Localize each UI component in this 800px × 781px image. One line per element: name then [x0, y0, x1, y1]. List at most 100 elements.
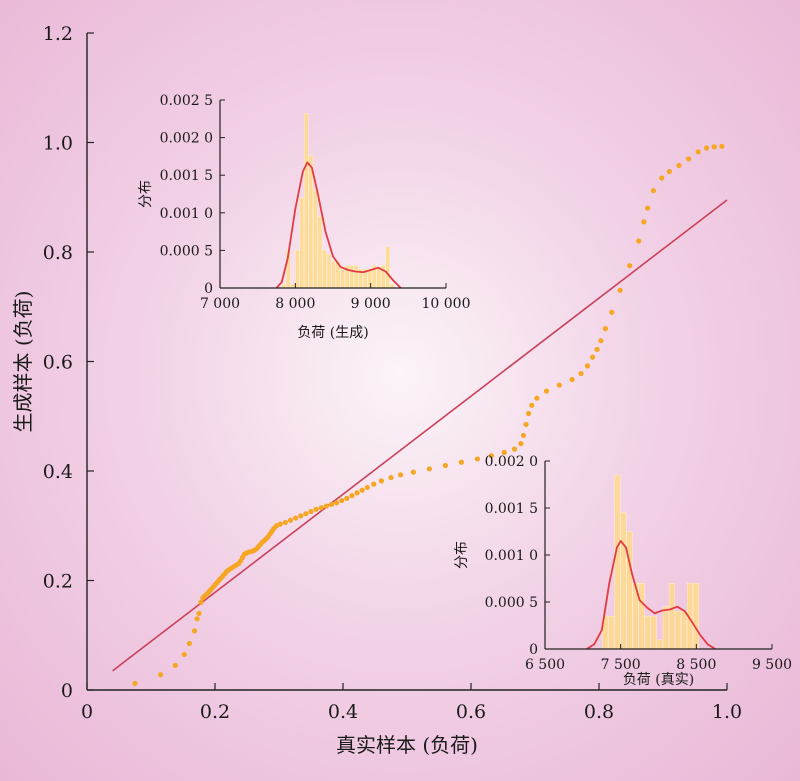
data-point [298, 513, 304, 519]
data-point [308, 508, 314, 515]
x-tick-label: 0.2 [200, 701, 230, 723]
data-point [388, 474, 394, 481]
data-point [378, 478, 384, 484]
x-tick-label: 0 [81, 701, 93, 723]
inset-y-tick-label: 0.001 0 [160, 206, 213, 222]
data-point [602, 326, 609, 332]
histogram-bar [326, 253, 332, 289]
inset-y-tick-label: 0.001 5 [485, 501, 538, 517]
histogram-bar [662, 606, 669, 650]
data-point [196, 610, 202, 616]
main-plot: 0 0.2 0.4 0.6 0.8 1.0 1.2 0 0.2 0.4 0.6 0.8 1.0 真实样本 … [11, 23, 742, 757]
data-point [186, 640, 192, 647]
inset-generated-histogram: 0 0.000 5 0.001 0 0.001 5 0.002 0 0.002 5 7 00… [138, 93, 471, 341]
data-point [198, 599, 204, 606]
data-point [426, 466, 432, 472]
data-point [501, 449, 507, 455]
data-point [659, 175, 665, 181]
data-point [666, 168, 673, 175]
y-tick-label: 1.2 [43, 23, 73, 45]
histogram-bar [644, 615, 651, 650]
inset-x-tick-label: 7 000 [200, 296, 240, 312]
data-point [359, 487, 365, 493]
data-point [158, 672, 164, 678]
data-point [313, 506, 319, 512]
histogram-bar [299, 197, 305, 289]
inset-y-tick-label: 0.000 5 [160, 243, 213, 259]
inset-y-tick-label: 0.001 0 [485, 548, 538, 564]
data-point [181, 651, 187, 658]
inset-y-tick-label: 0.000 5 [485, 595, 538, 611]
data-point [191, 628, 198, 634]
x-axis-title: 真实样本 (负荷) [336, 733, 478, 757]
data-point [594, 346, 600, 353]
histogram-bar [614, 474, 621, 650]
y-tick-label: 1.0 [43, 133, 73, 155]
data-point [526, 410, 532, 417]
data-point [650, 188, 657, 194]
histogram-bar [668, 583, 675, 650]
data-point [598, 338, 604, 344]
reference-line [112, 199, 728, 672]
histogram-bar [340, 269, 345, 289]
data-point [132, 680, 138, 687]
y-tick-label: 0.2 [43, 571, 73, 593]
histogram-bar [308, 155, 314, 289]
histogram-bar [376, 266, 381, 289]
histogram-bar [353, 265, 359, 289]
histogram-bar [620, 512, 627, 650]
histogram-bar [626, 531, 633, 650]
inset-x-tick-label: 8 500 [676, 657, 716, 673]
y-tick-label: 0 [61, 680, 73, 702]
data-point [458, 459, 464, 465]
data-point [617, 287, 623, 293]
inset-x-axis-title: 负荷 (生成) [297, 325, 368, 341]
histogram-bar [317, 216, 323, 289]
data-point [511, 446, 518, 452]
data-point [277, 521, 283, 527]
data-point [354, 490, 360, 496]
data-point [282, 519, 288, 526]
inset-y-tick-label: 0 [204, 281, 213, 297]
inset-y-tick-label: 0.002 0 [160, 131, 213, 147]
data-point [318, 505, 324, 511]
data-point [543, 388, 550, 394]
inset-x-axis-title: 负荷 (真实) [623, 672, 694, 688]
x-tick-label: 1.0 [712, 701, 742, 723]
data-point [474, 456, 480, 462]
histogram-bar [656, 639, 663, 650]
x-tick-label: 0.4 [328, 701, 358, 723]
data-point [627, 263, 633, 269]
data-point [703, 145, 710, 151]
data-point [641, 219, 647, 225]
histogram-bar [295, 250, 300, 289]
inset-x-tick-label: 8 000 [275, 296, 315, 312]
histogram-bar [693, 583, 700, 650]
kde-curve [275, 161, 402, 289]
histogram-bar [313, 190, 318, 289]
data-point [520, 432, 527, 439]
data-point [676, 162, 682, 169]
inset-y-tick-label: 0.002 5 [160, 93, 213, 109]
data-point [578, 370, 584, 377]
inset-real-histogram: 0 0.000 5 0.001 0 0.001 5 0.002 0 6 500 7 500 8… [454, 454, 792, 688]
data-point [339, 497, 345, 504]
data-point [556, 382, 562, 388]
inset-y-tick-label: 0.001 5 [160, 168, 213, 184]
y-tick-label: 0.8 [43, 242, 73, 264]
data-point [172, 662, 178, 668]
data-point [529, 402, 535, 408]
histogram-bar [674, 611, 681, 650]
x-tick-label: 0.6 [456, 701, 486, 723]
histogram-bar [349, 265, 354, 289]
data-point [695, 149, 701, 155]
histogram-bar [638, 583, 645, 650]
inset-y-axis-title: 分布 [138, 180, 154, 208]
data-point [398, 472, 404, 478]
data-point [518, 441, 524, 447]
y-tick-label: 0.6 [43, 352, 73, 374]
data-point [442, 462, 448, 469]
data-point [569, 376, 575, 383]
data-point [711, 144, 717, 150]
